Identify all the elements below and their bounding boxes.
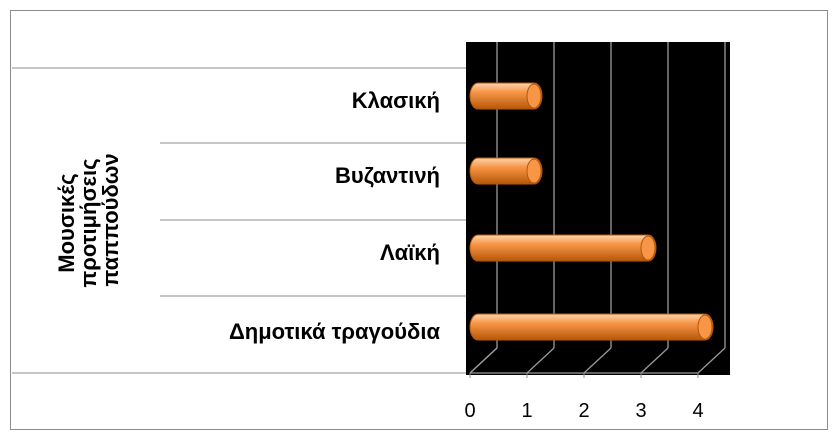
y-axis-title: Μουσικές προτιμήσεις παππούδων <box>54 152 123 287</box>
y-axis-title-line: Μουσικές <box>54 173 79 272</box>
gridline-floor <box>526 347 555 374</box>
x-tick-label: 4 <box>692 400 703 422</box>
category-label: Δημοτικά τραγούδια <box>229 319 441 344</box>
category-label: Λαϊκή <box>380 240 440 265</box>
bar <box>469 157 543 185</box>
bar-body <box>469 157 543 185</box>
y-axis-title-line: προτιμήσεις <box>76 158 101 287</box>
bar-cap <box>640 235 656 261</box>
x-tick-label: 2 <box>578 400 589 422</box>
chart-frame <box>10 10 828 430</box>
bars-layer <box>469 82 714 341</box>
x-tick-label: 0 <box>464 400 475 422</box>
category-label: Κλασική <box>352 88 440 113</box>
floor-edge <box>469 347 498 374</box>
gridline-floor <box>583 347 612 374</box>
bar-cap <box>697 314 713 340</box>
bar-cap <box>526 83 542 109</box>
text-layer: 0 1 2 3 4 Κλασική Βυζαντινή Λαϊκή Δημοτικά τραγο… <box>229 88 704 422</box>
bar-body <box>469 234 657 262</box>
bar-body <box>469 313 714 341</box>
gridline-floor <box>640 347 669 374</box>
bar <box>469 313 714 341</box>
category-label: Βυζαντινή <box>335 163 440 188</box>
y-axis-title-line: παππούδων <box>98 153 123 286</box>
bar <box>469 234 657 262</box>
bar-cap <box>526 158 542 184</box>
x-tick-label: 1 <box>521 400 532 422</box>
x-tick-label: 3 <box>635 400 646 422</box>
gridline-floor <box>697 347 726 374</box>
bar <box>469 82 543 110</box>
bar-body <box>469 82 543 110</box>
